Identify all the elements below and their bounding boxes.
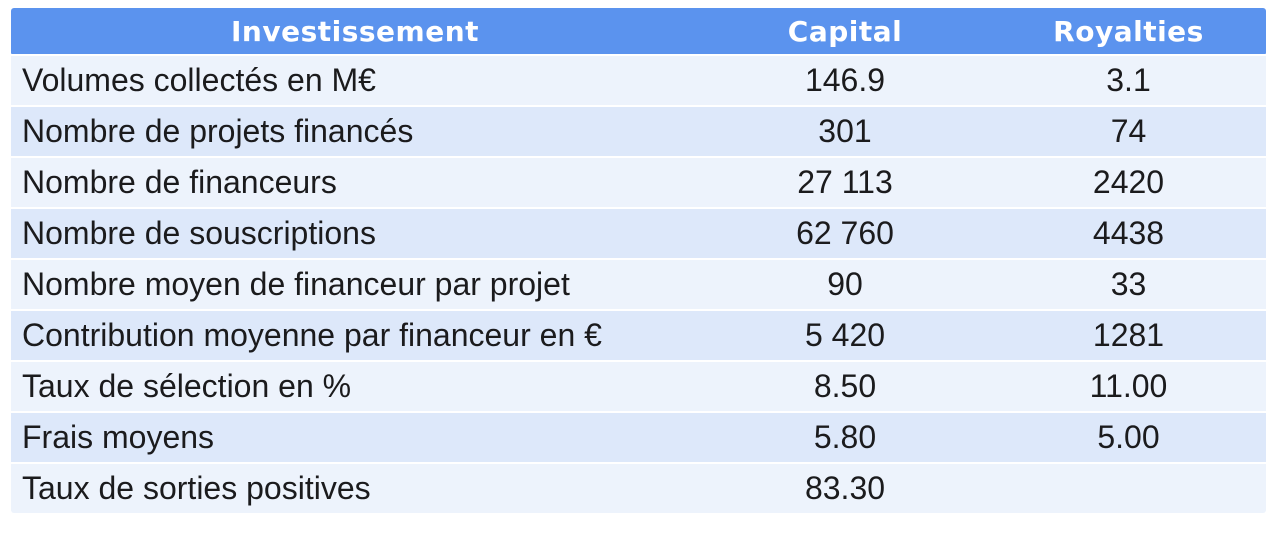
royalties-value: 2420 (991, 158, 1266, 207)
capital-value: 5 420 (699, 311, 991, 360)
table-row-sorties-positives: Taux de sorties positives 83.30 (11, 464, 1266, 513)
row-label: Nombre de souscriptions (11, 209, 699, 258)
capital-value: 8.50 (699, 362, 991, 411)
royalties-value: 33 (991, 260, 1266, 309)
royalties-value: 11.00 (991, 362, 1266, 411)
capital-value: 27 113 (699, 158, 991, 207)
capital-value: 5.80 (699, 413, 991, 462)
row-label: Nombre de projets financés (11, 107, 699, 156)
table-row-frais-moyens: Frais moyens 5.80 5.00 (11, 413, 1266, 462)
row-label: Nombre moyen de financeur par projet (11, 260, 699, 309)
table-row-volumes-collectes: Volumes collectés en M€ 146.9 3.1 (11, 56, 1266, 105)
column-header-capital: Capital (699, 8, 991, 54)
royalties-value: 3.1 (991, 56, 1266, 105)
row-label: Volumes collectés en M€ (11, 56, 699, 105)
capital-value: 83.30 (699, 464, 991, 513)
row-label: Taux de sorties positives (11, 464, 699, 513)
column-header-royalties: Royalties (991, 8, 1266, 54)
page: Investissement Capital Royalties Volumes… (11, 6, 1266, 515)
capital-value: 62 760 (699, 209, 991, 258)
royalties-value: 4438 (991, 209, 1266, 258)
table-row-financeurs: Nombre de financeurs 27 113 2420 (11, 158, 1266, 207)
royalties-value (991, 464, 1266, 513)
header-row: Investissement Capital Royalties (11, 8, 1266, 54)
table-row-contribution-moyenne: Contribution moyenne par financeur en € … (11, 311, 1266, 360)
table-row-moyen-financeur-projet: Nombre moyen de financeur par projet 90 … (11, 260, 1266, 309)
row-label: Nombre de financeurs (11, 158, 699, 207)
capital-value: 90 (699, 260, 991, 309)
investment-stats-table: Investissement Capital Royalties Volumes… (11, 6, 1266, 515)
column-header-investissement: Investissement (11, 8, 699, 54)
row-label: Taux de sélection en % (11, 362, 699, 411)
table-row-taux-selection: Taux de sélection en % 8.50 11.00 (11, 362, 1266, 411)
royalties-value: 74 (991, 107, 1266, 156)
table-row-souscriptions: Nombre de souscriptions 62 760 4438 (11, 209, 1266, 258)
table-row-projets-finances: Nombre de projets financés 301 74 (11, 107, 1266, 156)
row-label: Frais moyens (11, 413, 699, 462)
row-label: Contribution moyenne par financeur en € (11, 311, 699, 360)
capital-value: 301 (699, 107, 991, 156)
royalties-value: 1281 (991, 311, 1266, 360)
capital-value: 146.9 (699, 56, 991, 105)
royalties-value: 5.00 (991, 413, 1266, 462)
